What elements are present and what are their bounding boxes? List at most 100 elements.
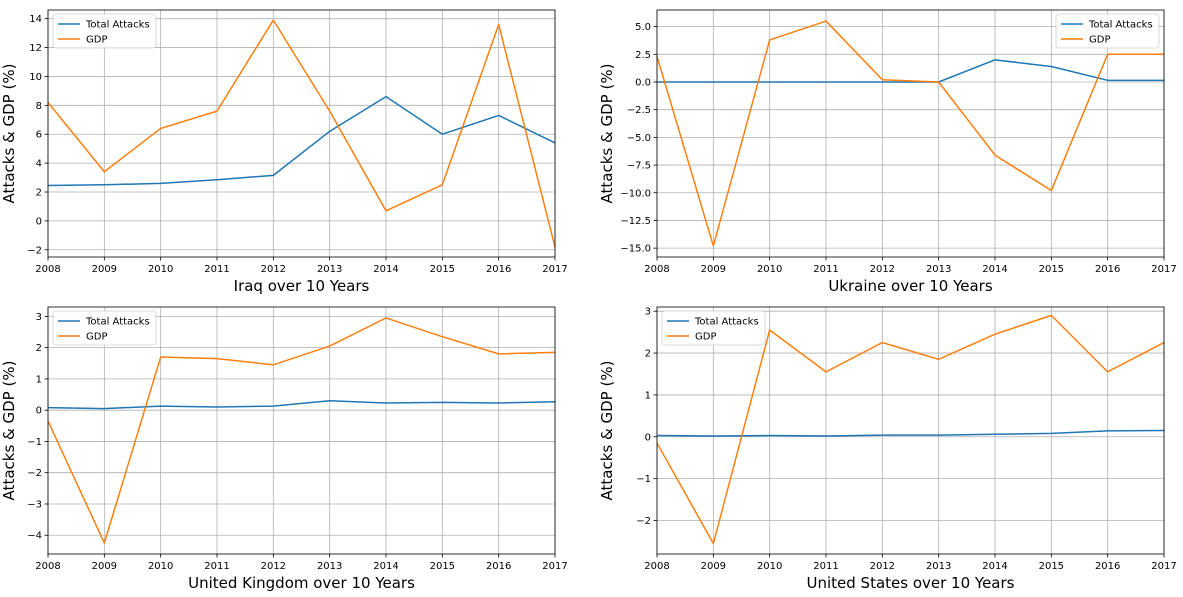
y-tick-label: 10 — [29, 72, 42, 83]
x-tick-label: 2010 — [148, 264, 173, 275]
plot-frame — [47, 9, 556, 258]
series-line-gdp — [47, 19, 556, 248]
x-tick-label: 2014 — [982, 264, 1007, 275]
x-tick-label: 2008 — [644, 264, 669, 275]
y-tick-label: −5.0 — [627, 133, 651, 144]
x-tick-label: 2009 — [701, 264, 726, 275]
legend-label-gdp: GDP — [1089, 35, 1110, 46]
y-tick-label: 2 — [36, 343, 42, 354]
y-tick-label: −4 — [27, 531, 42, 542]
x-tick-label: 2012 — [870, 264, 895, 275]
x-axis-label: United States over 10 Years — [807, 574, 1015, 592]
legend-label-total-attacks: Total Attacks — [1088, 20, 1153, 31]
y-tick-label: −10.0 — [620, 188, 651, 199]
series-line-total-attacks — [656, 429, 1165, 437]
x-tick-label: 2009 — [701, 561, 726, 572]
y-tick-label: 0 — [36, 216, 42, 227]
x-tick-label: 2012 — [261, 561, 286, 572]
y-tick-label: 12 — [29, 43, 42, 54]
chart-us: 2008 2009 2010 2011 2012 2013 2014 2015 2016 2017… — [598, 306, 1177, 592]
y-tick-label: −12.5 — [620, 216, 651, 227]
y-tick-label: 14 — [29, 14, 42, 25]
x-tick-label: 2016 — [1095, 561, 1120, 572]
y-tick-label: −1 — [27, 437, 42, 448]
plot-frame — [656, 9, 1165, 258]
series-line-total-attacks — [47, 95, 556, 187]
x-tick-label: 2009 — [92, 264, 117, 275]
y-tick-label: −2.5 — [627, 105, 651, 116]
series-line-gdp — [47, 317, 556, 544]
x-tick-label: 2010 — [148, 561, 173, 572]
legend-label-total-attacks: Total Attacks — [85, 317, 150, 328]
x-tick-label: 2012 — [870, 561, 895, 572]
y-tick-label: 3 — [645, 307, 651, 318]
x-tick-label: 2013 — [317, 561, 342, 572]
y-axis-label: Attacks & GDP (%) — [598, 64, 616, 204]
legend: Total Attacks GDP — [1055, 13, 1160, 49]
y-tick-label: 6 — [36, 130, 42, 141]
x-tick-label: 2016 — [1095, 264, 1120, 275]
y-axis-label: Attacks & GDP (%) — [0, 361, 18, 501]
chart-iraq: 2008 2009 2010 2011 2012 2013 2014 2015 2016 2017… — [0, 9, 568, 295]
series-line-gdp — [656, 20, 1164, 247]
y-tick-label: 2.5 — [635, 50, 651, 61]
y-tick-label: 4 — [36, 159, 42, 170]
x-tick-label: 2017 — [1151, 561, 1176, 572]
plot-frame — [47, 306, 556, 555]
x-tick-label: 2014 — [982, 561, 1007, 572]
x-tick-label: 2012 — [261, 264, 286, 275]
x-tick-label: 2008 — [35, 264, 60, 275]
legend-label-gdp: GDP — [695, 332, 716, 343]
series-line-total-attacks — [47, 400, 556, 410]
chart-ukraine: 2008 2009 2010 2011 2012 2013 2014 2015 2016 2017… — [598, 9, 1177, 295]
y-axis-label: Attacks & GDP (%) — [0, 64, 18, 204]
y-tick-label: 5.0 — [635, 22, 651, 33]
y-tick-label: 0 — [645, 432, 651, 443]
legend: Total Attacks GDP — [52, 13, 157, 49]
legend-label-total-attacks: Total Attacks — [694, 317, 759, 328]
series-line-total-attacks — [657, 59, 1164, 83]
x-tick-label: 2016 — [486, 561, 511, 572]
y-tick-label: −7.5 — [627, 161, 651, 172]
x-tick-label: 2015 — [1039, 561, 1064, 572]
x-tick-label: 2014 — [373, 561, 398, 572]
x-tick-label: 2008 — [35, 561, 60, 572]
x-tick-label: 2014 — [373, 264, 398, 275]
y-tick-label: 1 — [645, 390, 651, 401]
y-tick-label: 8 — [36, 101, 42, 112]
y-tick-label: 0 — [36, 406, 42, 417]
y-tick-label: −2 — [27, 468, 42, 479]
series-line-gdp — [656, 314, 1165, 545]
x-tick-label: 2016 — [486, 264, 511, 275]
y-tick-label: −3 — [27, 499, 42, 510]
x-tick-label: 2017 — [1151, 264, 1176, 275]
x-tick-label: 2017 — [542, 561, 567, 572]
legend: Total Attacks GDP — [52, 310, 157, 346]
x-axis-label: United Kingdom over 10 Years — [188, 574, 415, 592]
legend-label-gdp: GDP — [86, 35, 107, 46]
x-tick-label: 2015 — [1039, 264, 1064, 275]
y-tick-label: 3 — [36, 312, 42, 323]
x-tick-label: 2017 — [542, 264, 567, 275]
plot-frame — [656, 306, 1165, 555]
x-tick-label: 2013 — [317, 264, 342, 275]
x-tick-label: 2010 — [757, 264, 782, 275]
y-tick-label: 2 — [36, 188, 42, 199]
legend-label-gdp: GDP — [86, 332, 107, 343]
y-tick-label: 1 — [36, 374, 42, 385]
y-tick-label: 0.0 — [635, 77, 651, 88]
x-axis-label: Ukraine over 10 Years — [828, 277, 993, 295]
x-tick-label: 2011 — [204, 264, 229, 275]
x-tick-label: 2008 — [644, 561, 669, 572]
x-tick-label: 2015 — [430, 264, 455, 275]
x-tick-label: 2009 — [92, 561, 117, 572]
y-tick-label: −15.0 — [620, 244, 651, 255]
x-tick-label: 2011 — [813, 561, 838, 572]
legend: Total Attacks GDP — [661, 310, 766, 346]
y-axis-label: Attacks & GDP (%) — [598, 361, 616, 501]
y-tick-label: −1 — [636, 474, 651, 485]
y-tick-label: −2 — [27, 245, 42, 256]
y-tick-label: −2 — [636, 516, 651, 527]
